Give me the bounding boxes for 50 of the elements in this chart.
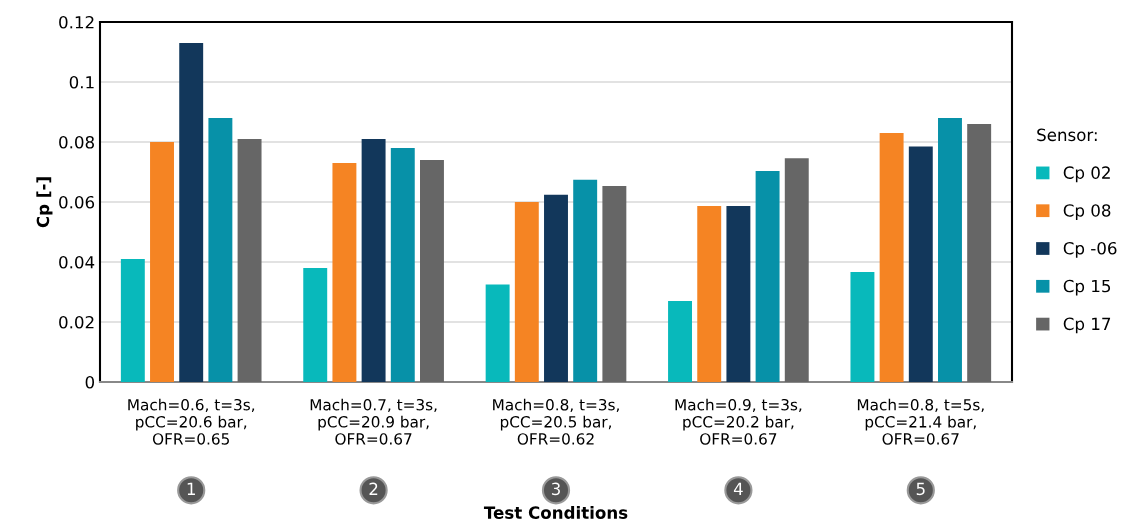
bar [303,268,328,382]
bar [879,133,904,382]
x-tick-label: Mach=0.6, t=3s, pCC=20.6 bar, OFR=0.65 [128,398,255,445]
x-tick-label: Mach=0.9, t=3s, pCC=20.2 bar, OFR=0.67 [675,398,802,445]
text: 4 [733,482,743,495]
bar [179,43,204,382]
bar [938,118,962,382]
x-tick-label: Mach=0.8, t=5s, pCC=21.4 bar, OFR=0.67 [857,398,984,445]
legend-label: Cp 08 [1063,204,1111,220]
x-axis-title: Test Conditions [483,506,628,519]
bar [237,139,262,382]
bar [697,205,722,382]
y-axis-title: Cp [-] [36,177,53,228]
bar [908,146,933,382]
bar [602,186,627,382]
text: 3 [551,482,560,496]
bar [514,202,539,382]
legend-label: Cp 02 [1063,166,1110,183]
bar [485,284,510,382]
bar [850,271,875,382]
text: 5 [916,482,925,496]
x-tick-label: Mach=0.7, t=3s, pCC=20.9 bar, OFR=0.67 [310,398,437,445]
y-tick-label: 0.04 [59,255,95,269]
bar [544,194,568,382]
bar [967,124,992,382]
y-tick-label: 0 [85,375,95,389]
legend-label: Cp 15 [1063,279,1111,296]
bar [332,163,357,382]
bar [361,139,386,382]
y-tick-label: 0.06 [59,195,95,209]
legend-label: Cp -06 [1063,241,1117,258]
y-tick-label: 0.1 [69,75,94,89]
y-tick-label: 0.08 [59,135,94,149]
bar [120,259,145,382]
bar [208,118,233,382]
bar [726,205,751,382]
bar [573,179,598,382]
bar [150,142,174,382]
y-tick-label: 0.02 [59,315,94,329]
text: 2 [369,482,378,495]
bar [420,160,444,382]
bar [755,171,780,382]
bar [390,148,415,382]
y-tick-label: 0.12 [59,15,94,29]
bar [668,301,692,382]
text: 1 [187,482,195,495]
legend-title: Sensor: [1037,128,1097,142]
legend-label: Cp 17 [1063,317,1111,334]
x-tick-label: Mach=0.8, t=3s, pCC=20.5 bar, OFR=0.62 [493,398,619,445]
bar [784,158,809,382]
